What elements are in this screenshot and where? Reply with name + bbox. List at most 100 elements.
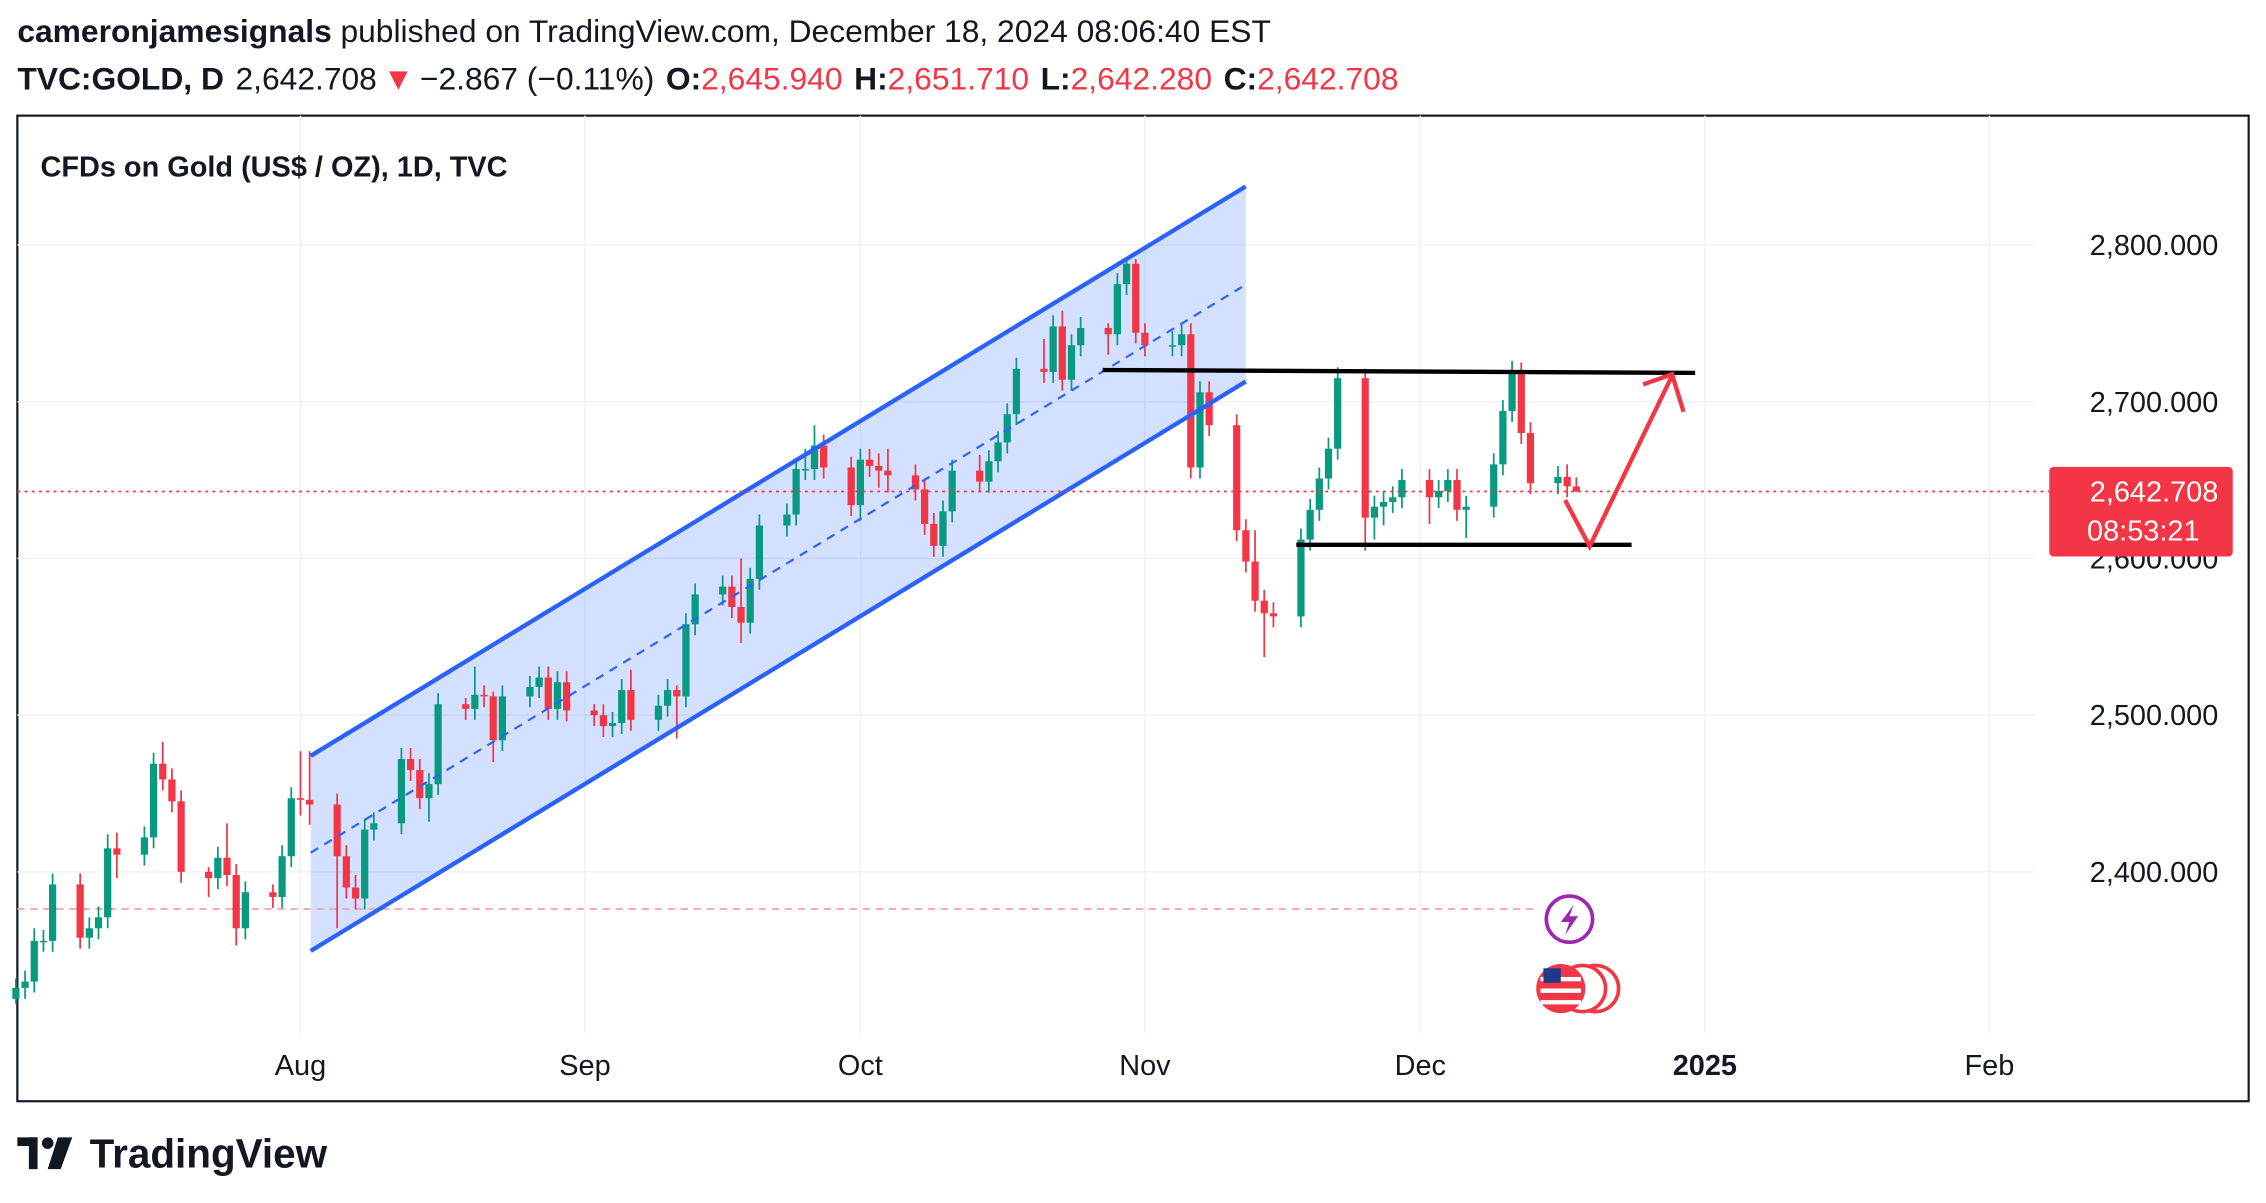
candle-body [149, 763, 158, 838]
candle-body [1187, 334, 1195, 468]
candle-body [1205, 392, 1213, 426]
candle-body [682, 624, 690, 697]
candle-body [1370, 506, 1379, 518]
candle-body [719, 586, 727, 595]
candle-body [480, 694, 488, 697]
candle-body [526, 686, 534, 697]
x-tick-label: Sep [559, 1050, 610, 1082]
candle-body [287, 798, 295, 857]
candle-body [1517, 373, 1525, 434]
forecast-arrow [1563, 374, 1674, 552]
candle-body [654, 705, 663, 720]
footer-logo: TradingView [17, 1131, 328, 1177]
candle-body [737, 606, 745, 623]
candle-body [1196, 392, 1204, 468]
candle-body [976, 470, 984, 482]
candle-body [884, 470, 892, 476]
flag-canton [1543, 968, 1561, 983]
candle-body [1324, 448, 1333, 479]
candle-body [1012, 368, 1021, 415]
candle-body [1104, 328, 1112, 335]
x-tick-label: Feb [1964, 1050, 2014, 1082]
candle-body [1067, 345, 1076, 380]
resistance-line [1102, 367, 1696, 376]
candle-body [1435, 491, 1443, 498]
axes: 2,400.0002,500.0002,600.0002,700.0002,80… [17, 230, 2233, 1082]
drawings [309, 184, 1696, 1014]
logo-part [41, 1137, 54, 1149]
candle-body [847, 467, 855, 506]
ohlc-label: H: [854, 61, 888, 97]
candle-body [1269, 613, 1278, 617]
candle-body [728, 586, 736, 607]
candle-body [1132, 263, 1140, 333]
candle-body [1554, 476, 1562, 484]
candle-body [168, 779, 176, 802]
candle-body [159, 763, 167, 780]
candle-body [1141, 332, 1149, 346]
candle-body [140, 837, 149, 855]
y-tick-label: 2,500.000 [2090, 700, 2219, 732]
arrow-head [1642, 371, 1686, 413]
candle-body [1389, 497, 1397, 502]
candle-body [994, 442, 1002, 462]
candle-body [1251, 561, 1259, 601]
chart-title: CFDs on Gold (US$ / OZ), 1D, TVC [40, 151, 507, 183]
x-tick-label: Oct [838, 1050, 883, 1082]
candle-body [1334, 378, 1342, 449]
change: −2.867 (−0.11%) [420, 61, 654, 97]
candle-body [489, 696, 497, 741]
channel-lower [309, 379, 1247, 953]
candle-body [801, 469, 809, 471]
y-tick-label: 2,400.000 [2090, 857, 2219, 889]
candle-body [425, 784, 433, 799]
candle-body [618, 690, 626, 723]
logo-part [28, 1137, 38, 1170]
candle-body [663, 690, 672, 706]
candle-body [691, 594, 699, 625]
logo-part [17, 1137, 38, 1147]
candle-body [1361, 378, 1369, 518]
candle-body [875, 465, 883, 471]
ohlc-value: 2,651.710 [888, 61, 1029, 97]
candle-body [755, 525, 764, 579]
candle-body [911, 475, 920, 490]
candle-body [462, 704, 470, 709]
down-arrow: ▼ [383, 61, 414, 97]
x-tick-label: Aug [275, 1050, 326, 1082]
candle-body [1058, 326, 1066, 380]
candle-body [48, 884, 57, 941]
candle-body [397, 759, 406, 824]
candle-body [39, 940, 48, 943]
candles [12, 259, 1580, 1004]
candle-body [94, 917, 103, 929]
candle-body [1297, 539, 1305, 617]
candle-body [627, 690, 635, 720]
candle-body [434, 704, 442, 785]
candle-body [1398, 480, 1406, 498]
candle-body [1040, 368, 1048, 372]
candle-body [590, 710, 598, 716]
candle-body [535, 677, 543, 687]
flag-stripe [1540, 1000, 1581, 1005]
candle-body [939, 511, 947, 546]
candle-body [608, 722, 617, 727]
channel-upper [309, 184, 1247, 758]
candle-body [30, 940, 38, 982]
candle-body [342, 856, 350, 888]
candle-body [1233, 425, 1241, 531]
y-tick-label: 2,800.000 [2090, 230, 2219, 262]
candle-body [1315, 478, 1323, 510]
candle-body [1425, 480, 1434, 498]
candle-body [1490, 464, 1498, 507]
ohlc-value: 2,642.280 [1071, 61, 1212, 97]
candle-body [865, 459, 874, 466]
ohlc-value: 2,645.940 [701, 61, 842, 97]
candle-body [370, 823, 378, 830]
candle-body [232, 875, 240, 929]
ohlc-label: C: [1224, 61, 1258, 97]
candle-body [985, 461, 993, 482]
x-tick-label: Nov [1119, 1050, 1171, 1082]
